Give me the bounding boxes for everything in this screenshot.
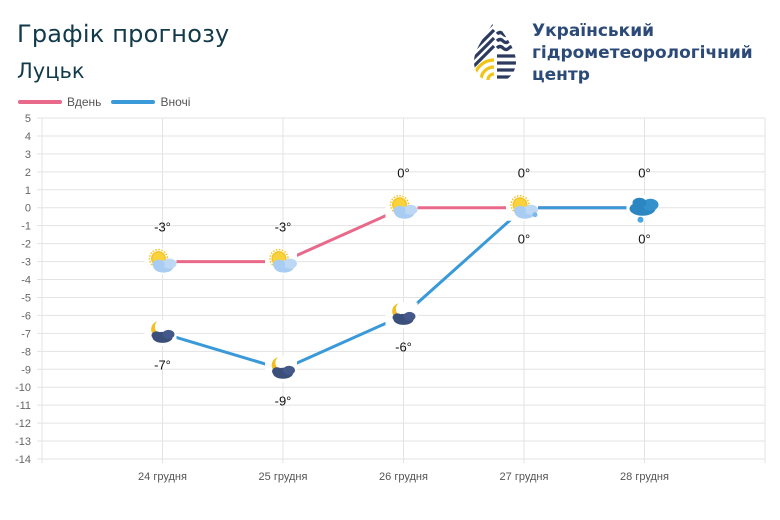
y-tick-label: 1 [25, 185, 31, 197]
night-temp-label: -6° [395, 339, 412, 354]
partly-cloudy-snow-day-icon [506, 194, 538, 221]
y-tick-label: -5 [21, 292, 31, 304]
cloudy-snow-icon [626, 194, 659, 223]
y-tick-label: 2 [25, 167, 31, 179]
chart-legend: Вдень Вночі [18, 95, 200, 109]
day-temp-label: 0° [518, 166, 530, 181]
y-tick-label: -7 [21, 328, 31, 340]
legend-swatch-night [111, 100, 156, 104]
x-tick-label: 26 грудня [379, 471, 428, 483]
legend-label-day: Вдень [67, 95, 102, 109]
y-tick-label: -13 [15, 436, 31, 448]
cloudy-night-icon [265, 356, 297, 383]
y-tick-label: -14 [15, 454, 31, 466]
partly-cloudy-day-icon [144, 248, 177, 275]
y-tick-label: -2 [21, 239, 31, 251]
y-tick-label: 5 [25, 113, 31, 125]
y-tick-label: 4 [25, 131, 31, 143]
y-tick-label: -6 [21, 310, 31, 322]
cloudy-night-icon [385, 302, 418, 329]
y-tick-label: -12 [15, 418, 31, 430]
legend-item-day[interactable]: Вдень [18, 95, 101, 109]
logo-line-2: гідрометеорологічний [532, 43, 753, 63]
data-labels: -3° -3° 0° 0° 0° -7° -9° -6° 0° 0° [154, 166, 651, 409]
night-temp-label: 0° [638, 232, 650, 247]
legend-label-night: Вночі [160, 95, 191, 109]
x-tick-label: 24 грудня [138, 471, 187, 483]
night-temp-label: -7° [154, 357, 171, 372]
legend-item-night[interactable]: Вночі [111, 95, 190, 109]
city-name: Луцьк [17, 59, 85, 83]
y-tick-label: -9 [21, 364, 31, 376]
night-temp-label: 0° [518, 232, 530, 247]
night-temp-label: -9° [275, 393, 292, 408]
x-axis-ticks: 24 грудня 25 грудня 26 грудня 27 грудня 28 г… [138, 471, 669, 483]
logo-text: Український гідрометеорологічний центр [532, 20, 753, 86]
day-temp-label: 0° [638, 166, 650, 181]
day-temp-label: -3° [275, 220, 292, 235]
day-temp-label: 0° [397, 166, 409, 181]
cloudy-night-icon [144, 320, 177, 347]
y-tick-label: -4 [21, 275, 31, 287]
logo-line-3: центр [532, 65, 590, 85]
y-tick-label: -11 [16, 400, 31, 412]
logo-line-1: Український [532, 21, 655, 41]
water-drop-logo-icon [474, 19, 516, 83]
y-tick-label: -1 [21, 221, 31, 233]
y-tick-label: 0 [25, 203, 31, 215]
ukrhydromet-logo: Український гідрометеорологічний центр [470, 16, 760, 88]
y-tick-label: -8 [21, 346, 31, 358]
partly-cloudy-day-icon [265, 248, 297, 275]
legend-swatch-day [18, 100, 62, 104]
day-temp-label: -3° [154, 220, 171, 235]
page-title: Графік прогнозу [17, 20, 230, 48]
weather-icons [144, 194, 659, 383]
x-tick-label: 27 грудня [500, 471, 549, 483]
y-tick-label: -10 [15, 382, 31, 394]
y-tick-label: 3 [25, 149, 31, 161]
x-tick-label: 25 грудня [259, 471, 308, 483]
partly-cloudy-day-icon [385, 194, 418, 221]
y-tick-label: -3 [21, 257, 31, 269]
x-tick-label: 28 грудня [620, 471, 669, 483]
y-axis-ticks: 5 4 3 2 1 0 -1 -2 -3 -4 -5 -6 -7 -8 -9 -10 -11 -12 -13 -14 [15, 113, 31, 466]
